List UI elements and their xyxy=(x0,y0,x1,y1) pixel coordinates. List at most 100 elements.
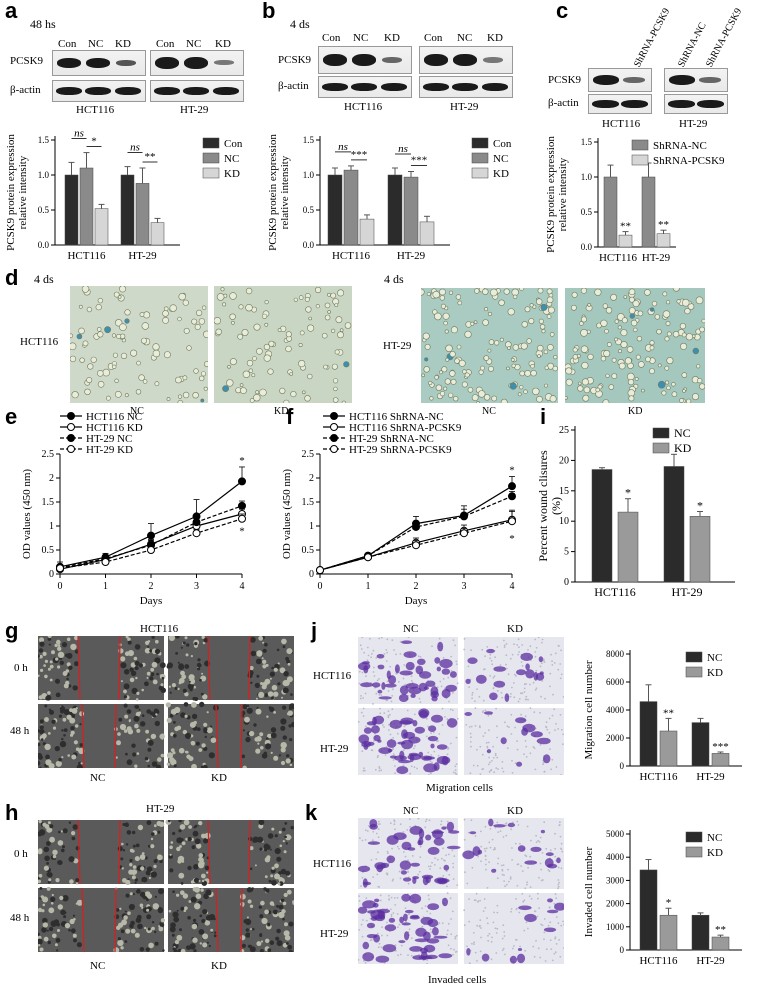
cell-texture xyxy=(71,831,76,836)
cell xyxy=(200,371,207,377)
cell-texture xyxy=(57,860,62,865)
pore xyxy=(551,758,554,761)
pore xyxy=(560,774,562,775)
pore xyxy=(550,948,553,950)
cell-texture xyxy=(249,846,254,851)
cell-texture xyxy=(67,754,70,757)
cell-texture xyxy=(42,822,47,827)
pore xyxy=(519,842,521,845)
cell-texture xyxy=(198,862,205,869)
stained-cell xyxy=(409,893,422,904)
cell-texture xyxy=(150,672,155,677)
cell xyxy=(324,314,331,321)
pore xyxy=(410,680,413,682)
cell xyxy=(87,363,94,370)
pore xyxy=(484,732,486,734)
cell xyxy=(523,389,528,394)
cell-texture xyxy=(75,878,80,883)
pore xyxy=(381,926,383,928)
cell-texture xyxy=(153,864,157,869)
cell xyxy=(565,378,573,386)
cell-texture xyxy=(150,667,155,672)
pore xyxy=(479,919,482,921)
cell xyxy=(626,346,634,353)
cell-texture xyxy=(140,866,145,871)
stained-cell xyxy=(399,685,409,695)
stained-cell xyxy=(428,725,437,732)
cell xyxy=(334,349,340,355)
cell-texture xyxy=(160,753,165,758)
cell xyxy=(629,296,635,303)
cell-texture xyxy=(145,640,150,645)
legend-label: HCT116 ShRNA-PCSK9 xyxy=(349,422,462,434)
pore xyxy=(550,768,552,771)
significance-label: * xyxy=(625,486,631,500)
cell-texture xyxy=(278,830,282,834)
cell-texture xyxy=(57,651,65,658)
pore xyxy=(544,697,546,700)
cell-texture xyxy=(144,756,149,761)
cell-texture xyxy=(267,691,274,697)
cell xyxy=(529,303,534,308)
cell-texture xyxy=(178,829,182,833)
stained-cell xyxy=(404,931,410,941)
cell-texture xyxy=(206,871,209,874)
cell-texture xyxy=(199,914,203,918)
y-tick-label: 8000 xyxy=(606,649,625,659)
cell-texture xyxy=(42,922,48,928)
pore xyxy=(431,861,433,864)
pore xyxy=(557,879,560,881)
pore xyxy=(536,892,539,895)
pore xyxy=(385,872,388,875)
x-tick-label: 1 xyxy=(366,581,371,592)
pore xyxy=(491,936,493,939)
cell xyxy=(71,391,79,399)
cell xyxy=(624,357,632,365)
cell-texture xyxy=(183,909,187,912)
cell-texture xyxy=(176,934,183,941)
cell-texture xyxy=(68,929,71,932)
cell-texture xyxy=(146,676,149,679)
panel-label-c: c xyxy=(556,0,569,23)
pore xyxy=(413,747,415,750)
cell xyxy=(246,359,254,367)
pore xyxy=(376,756,379,759)
pore xyxy=(387,714,390,717)
stained-cell xyxy=(425,876,431,884)
pore xyxy=(493,771,496,774)
caption: NC xyxy=(90,960,106,972)
cell-texture xyxy=(260,940,264,943)
cell-texture xyxy=(270,874,274,878)
y-axis-label: PCSK9 protein expression xyxy=(5,134,17,251)
pore xyxy=(548,870,551,873)
pore xyxy=(555,723,557,725)
cell-texture xyxy=(42,917,48,924)
cell xyxy=(543,349,549,355)
pore xyxy=(375,692,378,695)
pore xyxy=(533,910,536,913)
cell xyxy=(259,388,267,397)
cell xyxy=(264,322,269,327)
cell xyxy=(154,381,160,387)
caption: KD xyxy=(211,960,227,972)
cell-texture xyxy=(282,687,289,694)
cell-texture xyxy=(68,684,72,688)
lane-label: ShRNA-PCSK9 xyxy=(632,6,673,70)
panel-title: HT-29 xyxy=(146,803,175,815)
pore xyxy=(358,721,360,723)
pore xyxy=(466,882,469,885)
pore xyxy=(483,847,486,850)
pore xyxy=(380,769,383,772)
pore xyxy=(479,830,482,833)
cell-texture xyxy=(124,940,127,943)
cell xyxy=(429,396,434,401)
cell-texture xyxy=(42,651,47,656)
cell-texture xyxy=(191,763,197,768)
cell-texture xyxy=(120,662,127,669)
cell-texture xyxy=(201,636,205,639)
cell-texture xyxy=(182,729,188,735)
cell xyxy=(305,306,312,313)
cell xyxy=(432,290,440,299)
wound-edge-line xyxy=(215,703,219,768)
stained-cell xyxy=(367,910,376,914)
